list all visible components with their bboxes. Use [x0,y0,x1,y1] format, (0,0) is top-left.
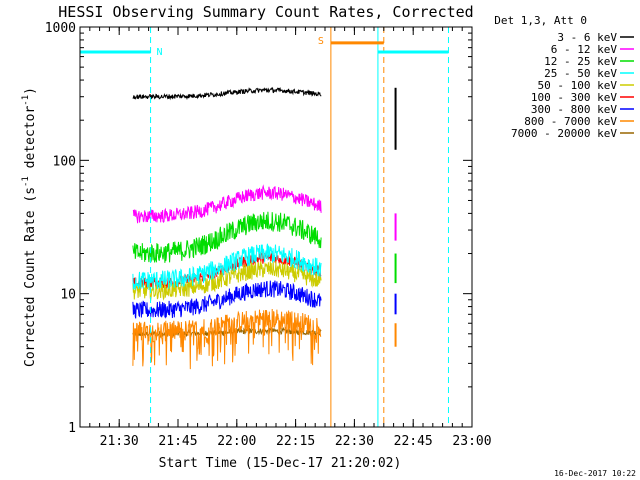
legend-label-12-25-kev: 12 - 25 keV [544,55,617,68]
date-stamp: 16-Dec-2017 10:22 [554,469,636,478]
y-axis-label: Corrected Count Rate (s-1 detector-1) [21,87,38,367]
flag-label-n: N [157,47,163,58]
series-line-800-7000-kev [132,308,322,370]
x-tick-label: 22:15 [276,434,315,449]
series-line-300-800-kev [132,280,322,319]
y-tick-label: 100 [53,154,76,169]
legend-label-3-6-kev: 3 - 6 keV [557,31,617,44]
series-line-6-12-kev [132,184,322,224]
x-tick-label: 22:30 [335,434,374,449]
y-tick-label: 10 [60,288,76,303]
axis-layer: 21:30 21:45 22:00 22:15 22:30 22:45 23:00 1 10 10… [45,21,492,449]
x-tick-label: 22:45 [394,434,433,449]
y-tick-label: 1 [68,421,76,436]
legend-label-800-7000-kev: 800 - 7000 keV [524,115,617,128]
x-tick-label: 23:00 [452,434,491,449]
plot-data-layer [132,86,397,370]
y-axis-label-suffix: ) [23,87,38,95]
y-axis-label-prefix: Corrected Count Rate (s [23,187,38,367]
legend-label-6-12-kev: 6 - 12 keV [551,43,618,56]
series-line-50-100-kev [132,261,322,301]
series-line-25-50-kev [132,243,322,291]
y-axis-label-exponent-1: -1 [21,176,31,187]
x-tick-label: 22:00 [217,434,256,449]
y-axis-label-exponent-2: -1 [21,95,31,106]
series-line-3-6-kev [132,86,322,101]
flag-label-s: S [318,36,324,47]
legend-label-300-800-kev: 300 - 800 keV [531,103,617,116]
legend-label-25-50-kev: 25 - 50 keV [544,67,617,80]
series-line-12-25-kev [132,211,322,263]
chart-title: HESSI Observing Summary Count Rates, Cor… [58,3,473,21]
x-tick-label: 21:30 [100,434,139,449]
legend-label-7000-20000-kev: 7000 - 20000 keV [511,127,617,140]
legend-title: Det 1,3, Att 0 [494,14,587,27]
x-axis-label: Start Time (15-Dec-17 21:20:02) [159,456,402,471]
legend-label-100-300-kev: 100 - 300 keV [531,91,617,104]
y-tick-label: 1000 [45,21,76,36]
legend-label-50-100-kev: 50 - 100 keV [538,79,618,92]
y-axis-label-middle: detector [23,106,38,177]
x-tick-label: 21:45 [158,434,197,449]
